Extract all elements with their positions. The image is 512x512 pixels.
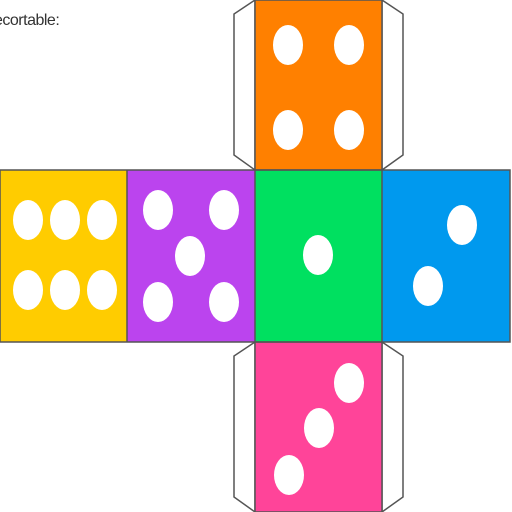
outline-bottom <box>254 341 383 512</box>
pip <box>413 266 443 306</box>
pip <box>175 236 205 276</box>
pip <box>13 270 43 310</box>
left-face <box>0 170 127 342</box>
pip <box>303 235 333 275</box>
tab-bottom-right <box>381 340 404 512</box>
pip <box>87 270 117 310</box>
pip <box>143 282 173 322</box>
glue-tabs <box>233 0 404 512</box>
pip <box>274 455 304 495</box>
pip <box>273 25 303 65</box>
pip <box>209 282 239 322</box>
pip <box>334 25 364 65</box>
pip <box>50 270 80 310</box>
pip <box>143 190 173 230</box>
pip <box>334 363 364 403</box>
tab-top-left <box>233 0 256 172</box>
pip <box>304 408 334 448</box>
pip <box>50 200 80 240</box>
tab-top-right <box>381 0 404 172</box>
pip <box>447 205 477 245</box>
pip <box>13 200 43 240</box>
right-face <box>382 170 510 342</box>
pip <box>273 110 303 150</box>
top-face <box>255 0 382 170</box>
caption-text: ecortable: <box>0 12 60 29</box>
pip <box>334 110 364 150</box>
pip <box>87 200 117 240</box>
pip <box>209 190 239 230</box>
tab-bottom-left <box>233 340 256 512</box>
pips <box>13 25 477 495</box>
